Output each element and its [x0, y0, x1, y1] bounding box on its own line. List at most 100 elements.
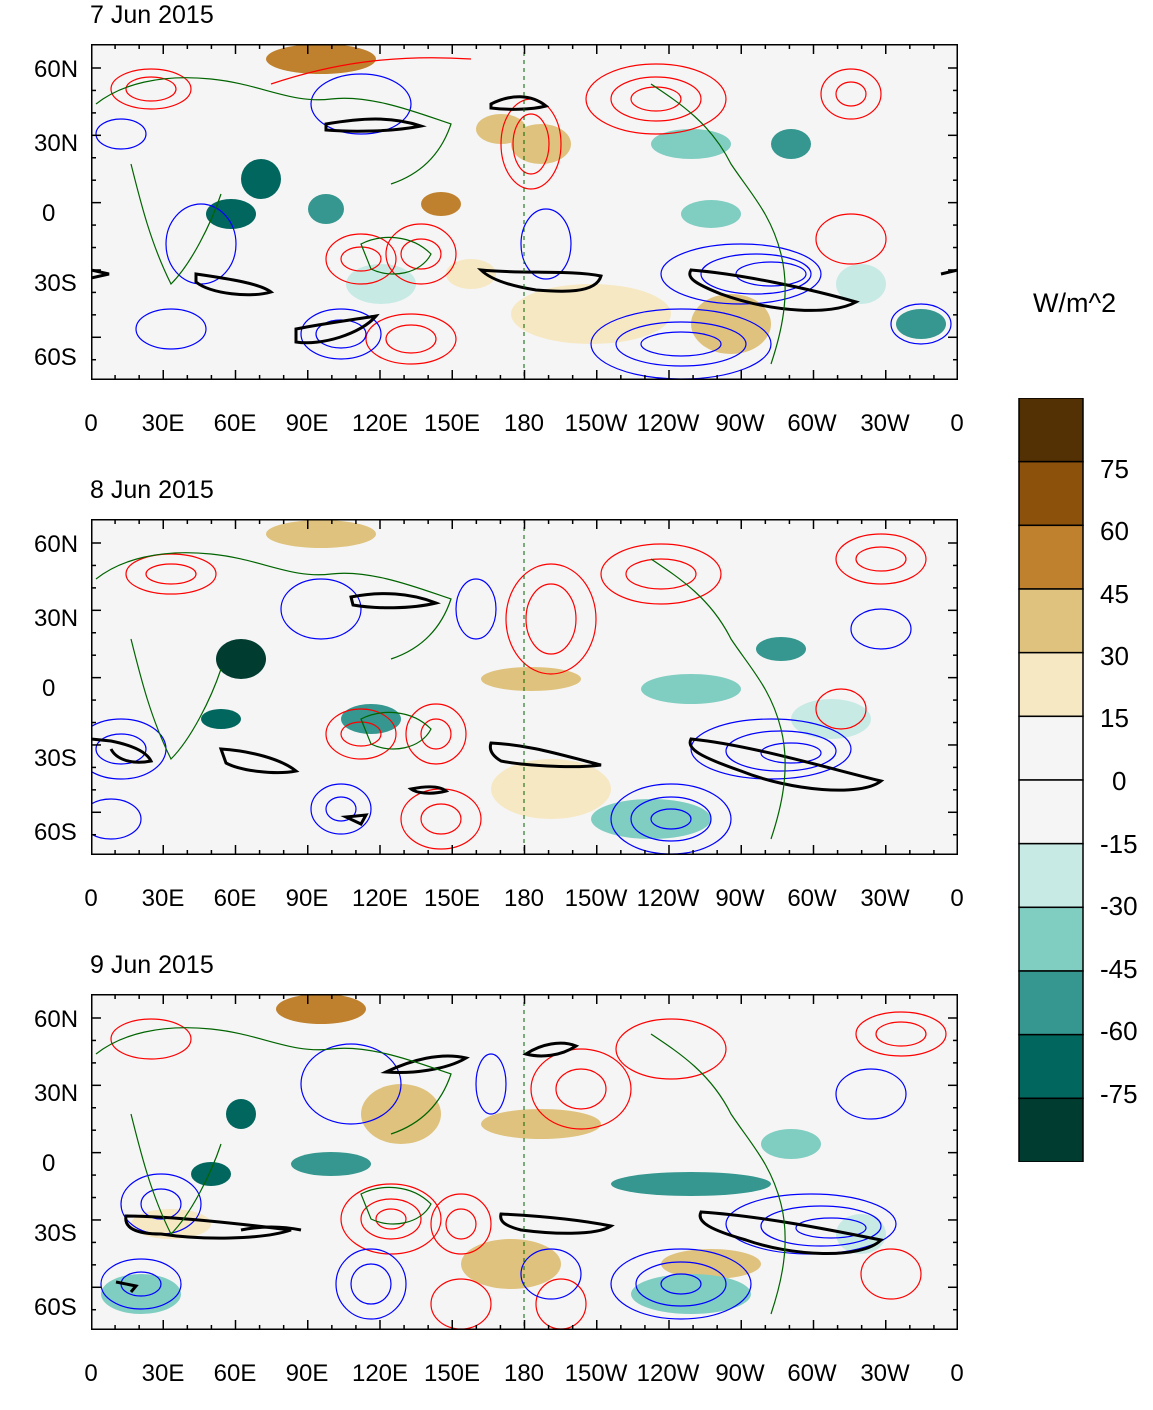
x-tick-label: 60W: [787, 410, 837, 437]
panel-title: 7 Jun 2015: [90, 1, 214, 29]
y-tick-label: 30S: [34, 745, 77, 772]
colorbar-swatch: [1018, 588, 1084, 654]
x-tick-label: 180: [503, 1360, 545, 1387]
colorbar-tick-label: 45: [1100, 579, 1129, 609]
x-tick-label: 150W: [564, 885, 628, 912]
x-tick-label: 0: [950, 885, 964, 912]
threshold-contours: [91, 592, 885, 826]
colorbar-tick-label: -30: [1100, 891, 1138, 921]
x-tick-label: 150E: [423, 1360, 481, 1387]
map-panel-1: 7 Jun 2015 60N 30N 0 30S 60S: [0, 0, 1000, 460]
colorbar-swatch: [1018, 715, 1084, 781]
x-tick-label: 90E: [285, 1360, 329, 1387]
x-tick-label: 120W: [636, 885, 700, 912]
y-tick-label: 0: [42, 1150, 56, 1177]
x-tick-label: 0: [950, 410, 964, 437]
x-tick-label: 180: [503, 885, 545, 912]
y-tick-label: 60N: [34, 531, 79, 558]
x-tick-label: 0: [950, 1360, 964, 1387]
x-tick-label: 60W: [787, 885, 837, 912]
x-tick-label: 120E: [351, 1360, 409, 1387]
axis-ticks: [91, 519, 958, 855]
y-tick-label: 60S: [34, 344, 77, 371]
colorbar-tick-label: 0: [1112, 766, 1127, 796]
x-tick-label: 30E: [141, 885, 185, 912]
colorbar-tick-label: -45: [1100, 954, 1138, 984]
x-tick-label: 90E: [285, 410, 329, 437]
y-tick-label: 30S: [34, 270, 77, 297]
colorbar-tick-label: 30: [1100, 641, 1129, 671]
x-tick-label: 120W: [636, 410, 700, 437]
axis-ticks: [91, 994, 958, 1330]
y-tick-label: 30N: [34, 130, 79, 157]
colorbar-tick-label: -15: [1100, 829, 1138, 859]
panel-title: 9 Jun 2015: [90, 951, 214, 979]
colorbar-tick-label: 75: [1100, 454, 1129, 484]
colorbar-swatch: [1018, 842, 1084, 909]
negative-anomaly-contours: [95, 73, 952, 380]
colorbar-tick-label: 15: [1100, 703, 1129, 733]
x-tick-label: 90E: [285, 885, 329, 912]
x-tick-label: 60E: [213, 1360, 257, 1387]
coastlines: [95, 1027, 786, 1315]
colorbar-swatch: [1018, 524, 1084, 590]
y-tick-label: 30S: [34, 1220, 77, 1247]
colorbar-swatch: [1018, 970, 1084, 1036]
map-plot-area: [91, 994, 958, 1330]
colorbar-tick-label: 60: [1100, 516, 1129, 546]
colorbar-swatch: [1018, 651, 1084, 718]
x-tick-label: 150W: [564, 1360, 628, 1387]
olr-anomaly-shading: [101, 994, 886, 1314]
colorbar-swatch: [1018, 779, 1084, 845]
x-tick-label: 60W: [787, 1360, 837, 1387]
axis-ticks: [91, 44, 958, 380]
colorbar-tick-label: -75: [1100, 1079, 1138, 1109]
panel-title: 8 Jun 2015: [90, 476, 214, 504]
map-panel-3: 9 Jun 2015 60N 30N 0 30S 60S: [0, 950, 1000, 1410]
threshold-contours: [115, 1041, 885, 1293]
y-tick-label: 30N: [34, 1080, 79, 1107]
x-tick-label: 120W: [636, 1360, 700, 1387]
map-plot-area: [91, 519, 958, 855]
coastlines: [95, 552, 786, 840]
colorbar-swatch: [1018, 398, 1084, 463]
negative-anomaly-contours: [100, 1043, 907, 1320]
y-tick-label: 60N: [34, 56, 79, 83]
negative-anomaly-contours: [91, 578, 912, 855]
colorbar-swatch: [1018, 460, 1084, 527]
coastlines: [95, 77, 786, 365]
x-tick-label: 150W: [564, 410, 628, 437]
colorbar: [1018, 398, 1084, 1162]
map-panel-2: 8 Jun 2015 60N 30N 0 30S 60S: [0, 475, 1000, 935]
x-tick-label: 90W: [715, 1360, 765, 1387]
y-tick-label: 60S: [34, 819, 77, 846]
x-tick-label: 60E: [213, 410, 257, 437]
x-tick-label: 0: [84, 1360, 98, 1387]
x-tick-label: 120E: [351, 410, 409, 437]
colorbar-swatch: [1018, 906, 1084, 972]
colorbar-swatch: [1018, 1033, 1084, 1100]
positive-anomaly-contours: [110, 1011, 947, 1330]
x-tick-label: 30E: [141, 410, 185, 437]
x-tick-label: 30E: [141, 1360, 185, 1387]
y-tick-label: 60S: [34, 1294, 77, 1321]
x-tick-label: 60E: [213, 885, 257, 912]
x-tick-label: 150E: [423, 885, 481, 912]
x-tick-label: 0: [84, 410, 98, 437]
x-tick-label: 0: [84, 885, 98, 912]
positive-anomaly-contours: [110, 57, 887, 365]
x-tick-label: 150E: [423, 410, 481, 437]
olr-anomaly-shading: [206, 44, 946, 354]
x-tick-label: 30W: [860, 885, 910, 912]
x-tick-label: 30W: [860, 410, 910, 437]
x-tick-label: 180: [503, 410, 545, 437]
x-tick-label: 90W: [715, 885, 765, 912]
x-tick-label: 30W: [860, 1360, 910, 1387]
colorbar-swatch: [1018, 1097, 1084, 1162]
y-tick-label: 0: [42, 675, 56, 702]
y-tick-label: 60N: [34, 1006, 79, 1033]
y-tick-label: 0: [42, 200, 56, 227]
y-tick-label: 30N: [34, 605, 79, 632]
colorbar-units-label: W/m^2: [1033, 288, 1117, 318]
threshold-contours: [91, 95, 958, 345]
